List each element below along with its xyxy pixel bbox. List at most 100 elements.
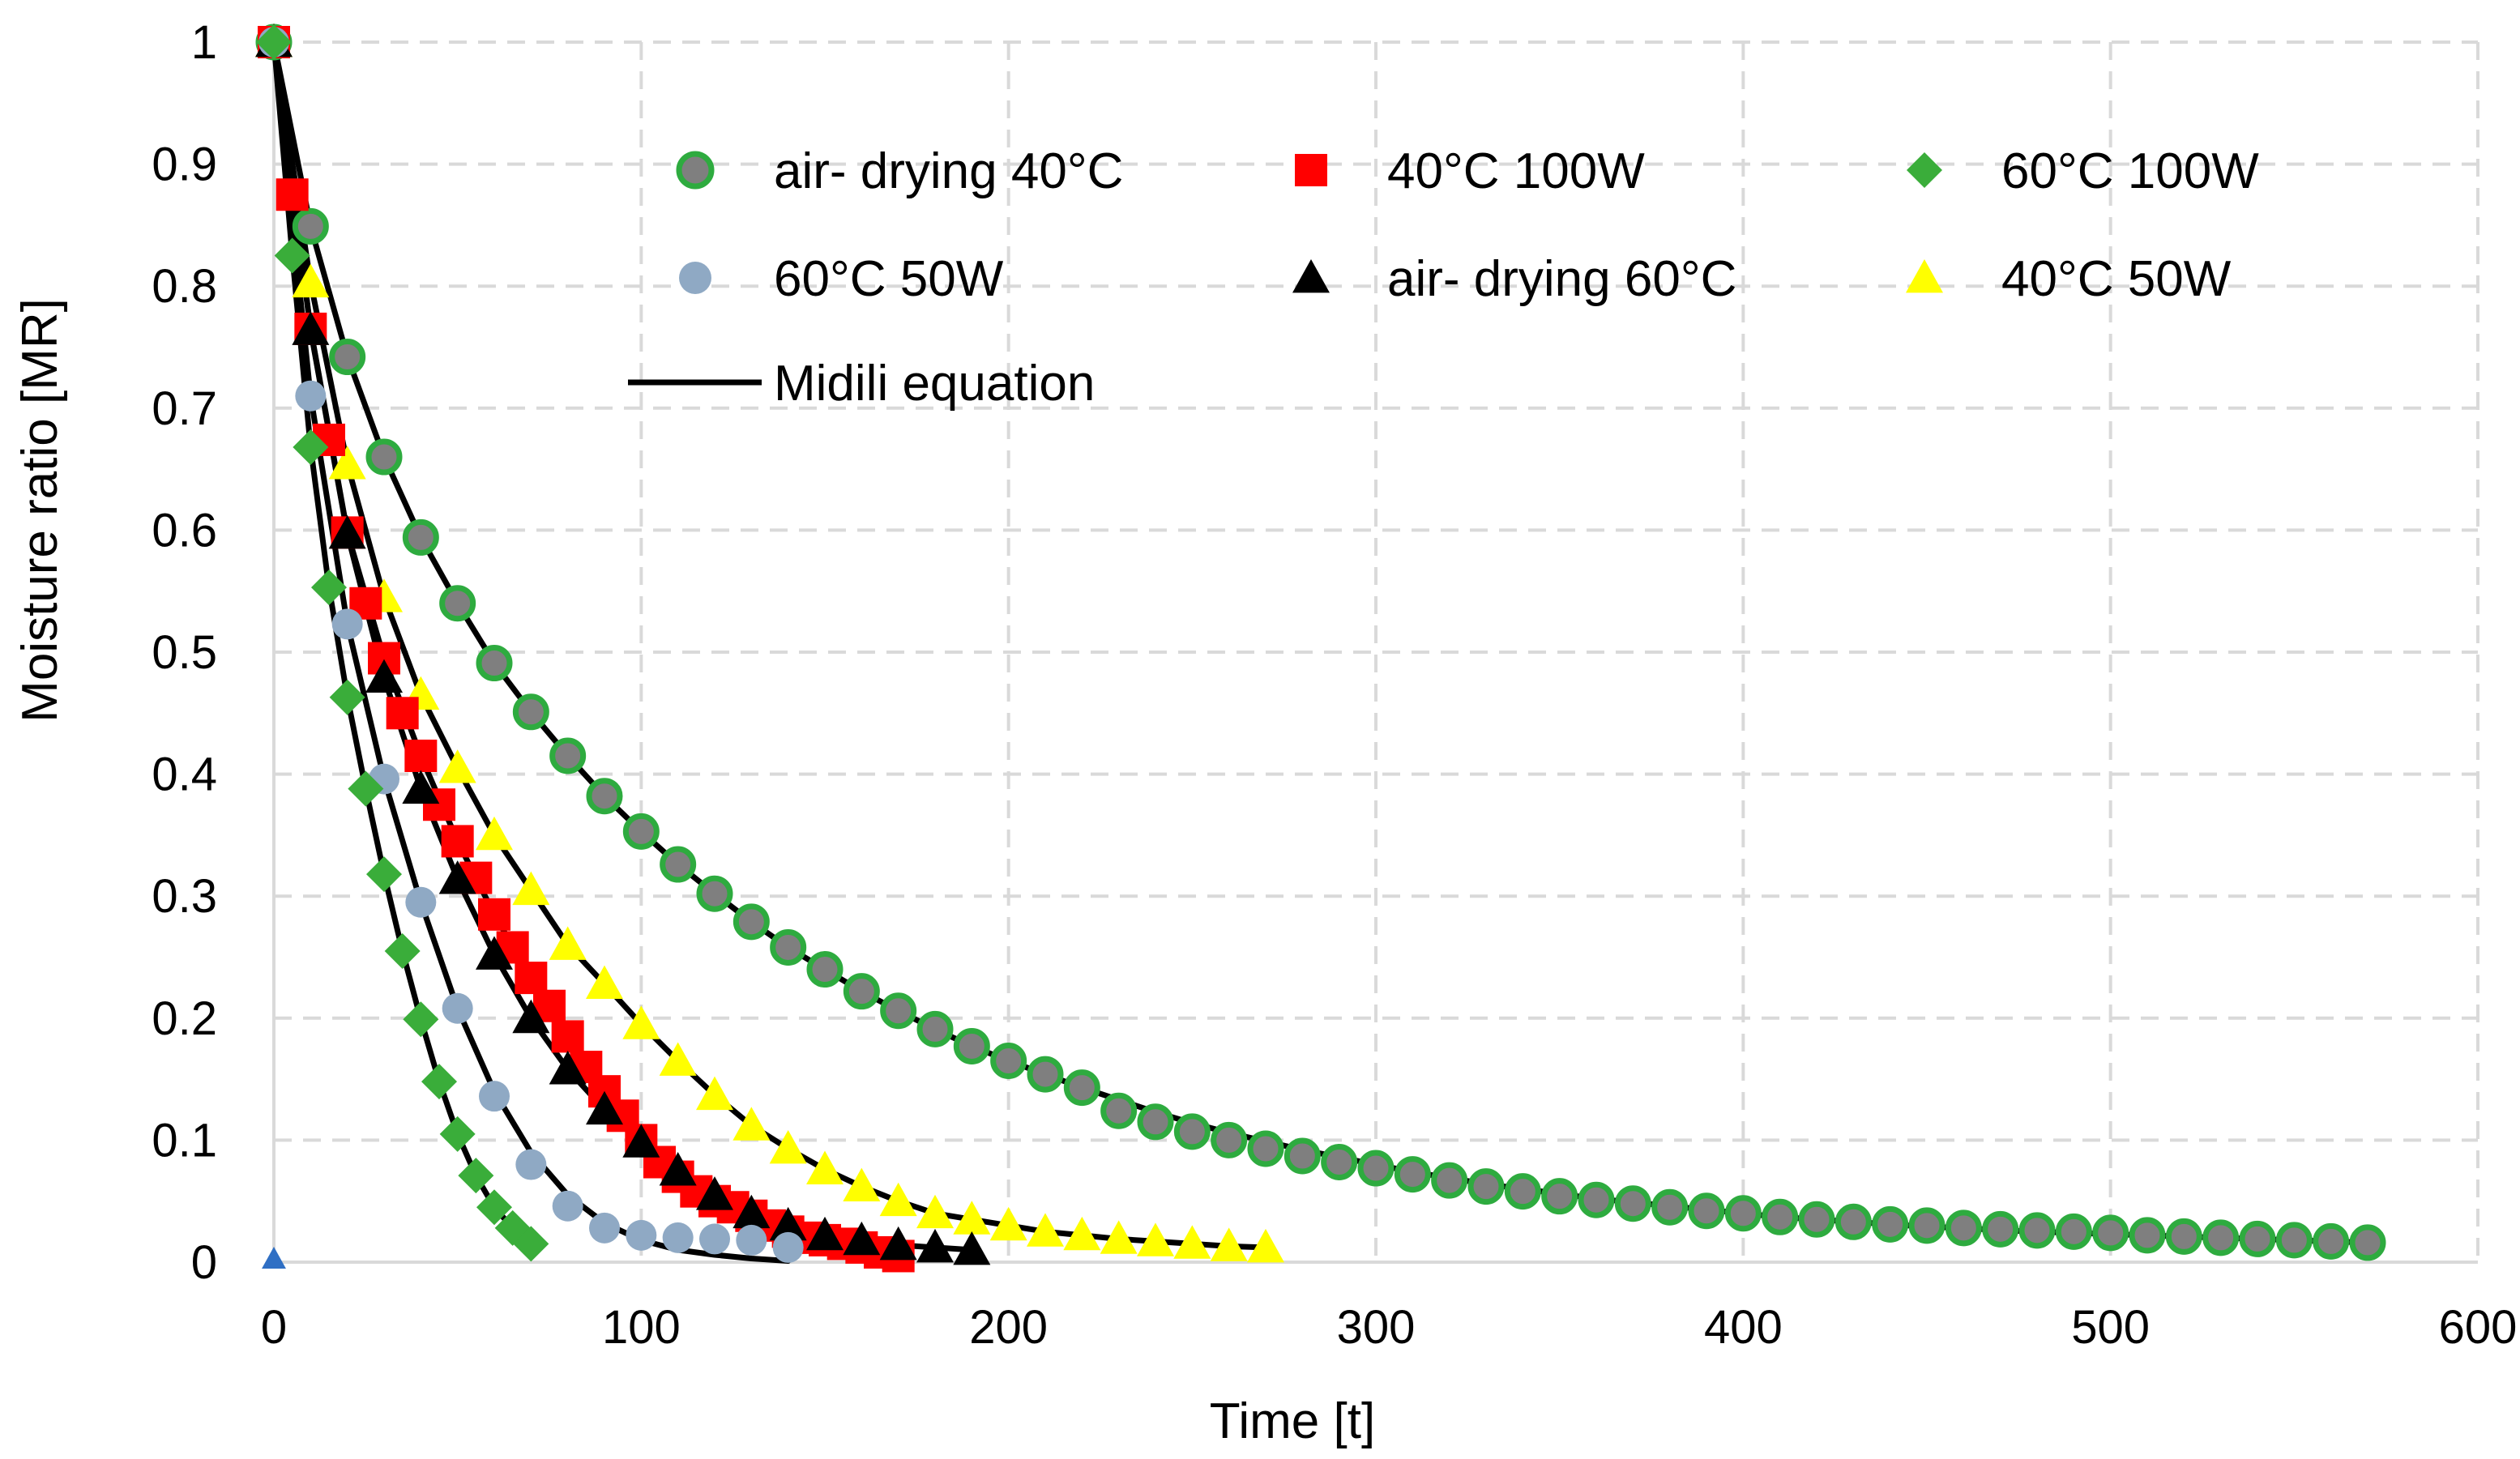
data-point — [402, 518, 439, 556]
x-tick-label: 200 — [969, 1301, 1048, 1354]
data-point — [329, 679, 365, 715]
data-point — [512, 999, 550, 1034]
data-point — [1688, 1192, 1725, 1230]
data-point — [843, 973, 880, 1010]
data-point — [476, 1189, 512, 1226]
data-point — [1283, 1137, 1321, 1175]
data-point — [2055, 1213, 2092, 1250]
data-point — [2349, 1224, 2386, 1261]
y-tick-label: 0.1 — [152, 1114, 217, 1167]
data-point — [1467, 1168, 1505, 1205]
data-point — [736, 1224, 767, 1256]
data-point — [1762, 1198, 1799, 1235]
legend-marker — [1906, 259, 1943, 293]
x-tick-label: 100 — [602, 1301, 681, 1354]
x-axis-title: Time [t] — [1210, 1393, 1375, 1449]
legend-label: air- drying 60°C — [1387, 251, 1736, 307]
data-point — [1063, 1069, 1100, 1107]
fit-curve — [271, 39, 792, 1264]
legend-marker — [1907, 152, 1942, 188]
y-tick-label: 0.7 — [152, 382, 217, 435]
data-point — [626, 1219, 657, 1251]
data-point — [1357, 1150, 1395, 1187]
legend-marker — [1292, 259, 1330, 293]
data-point — [515, 962, 548, 995]
data-point — [552, 1190, 583, 1222]
data-point — [1872, 1205, 1909, 1243]
data-point — [293, 429, 329, 465]
data-point — [438, 860, 476, 894]
data-point — [366, 856, 402, 893]
data-point — [348, 770, 384, 807]
legend-label: 40°C 100W — [1387, 143, 1645, 199]
data-point — [990, 1043, 1027, 1080]
data-point — [295, 380, 327, 412]
data-point — [2239, 1220, 2276, 1257]
data-point — [806, 1150, 844, 1184]
x-tick-label: 500 — [2071, 1301, 2150, 1354]
data-point — [622, 1005, 660, 1039]
data-point — [512, 693, 549, 731]
data-point — [1798, 1201, 1835, 1238]
data-point — [404, 740, 438, 773]
data-point — [1394, 1156, 1431, 1193]
data-point — [1724, 1195, 1762, 1232]
data-point — [513, 1226, 549, 1262]
y-tick-label: 0.9 — [152, 139, 217, 191]
data-point — [1137, 1222, 1174, 1256]
axes: 0 0.1 0.2 0.3 0.4 0.5 0.6 0.7 0.8 0.9 1 0 100 200 300 4… — [152, 16, 2517, 1354]
data-point — [331, 608, 363, 640]
data-point — [1908, 1207, 1946, 1244]
data-point — [770, 928, 807, 966]
data-point — [806, 1216, 844, 1251]
data-point — [843, 1221, 881, 1256]
data-point — [479, 1081, 510, 1112]
data-point — [329, 339, 366, 376]
data-point — [772, 1231, 804, 1263]
data-point — [1651, 1188, 1689, 1226]
x-tick-label: 400 — [1704, 1301, 1783, 1354]
data-point — [1504, 1173, 1541, 1210]
data-point — [769, 1129, 807, 1164]
data-point — [953, 1231, 991, 1265]
data-point — [660, 846, 697, 883]
data-point — [442, 992, 473, 1024]
data-point — [586, 965, 623, 1000]
data-point — [1834, 1203, 1872, 1240]
data-point — [769, 1206, 807, 1241]
data-point — [1614, 1185, 1651, 1222]
data-point — [275, 178, 309, 211]
data-point — [1173, 1113, 1211, 1150]
data-point — [586, 1090, 623, 1125]
data-point — [586, 778, 623, 815]
data-point — [1210, 1227, 1248, 1261]
data-point — [439, 1116, 476, 1152]
data-point — [1100, 1220, 1138, 1254]
data-point — [2275, 1222, 2313, 1259]
data-point — [549, 1051, 587, 1085]
data-point — [439, 585, 476, 622]
data-point — [916, 1228, 954, 1263]
data-point — [880, 992, 917, 1030]
legend-label: 40°C 50W — [2001, 251, 2232, 307]
data-point — [1431, 1162, 1468, 1199]
data-point — [292, 207, 329, 245]
data-point — [916, 1010, 954, 1047]
data-point — [441, 825, 474, 858]
data-point — [262, 1247, 286, 1269]
data-point — [1063, 1216, 1101, 1251]
data-point — [1173, 1225, 1211, 1259]
data-point — [696, 875, 733, 912]
legend-label: 60°C 100W — [2001, 143, 2259, 199]
data-point — [386, 697, 419, 730]
y-tick-label: 0.4 — [152, 749, 217, 801]
data-point — [458, 1158, 494, 1194]
data-point — [733, 903, 770, 941]
data-point — [733, 1194, 771, 1229]
data-point — [659, 1042, 697, 1076]
data-point — [589, 1212, 620, 1244]
data-point — [476, 936, 513, 970]
data-point — [2018, 1212, 2056, 1249]
data-point — [916, 1194, 954, 1229]
